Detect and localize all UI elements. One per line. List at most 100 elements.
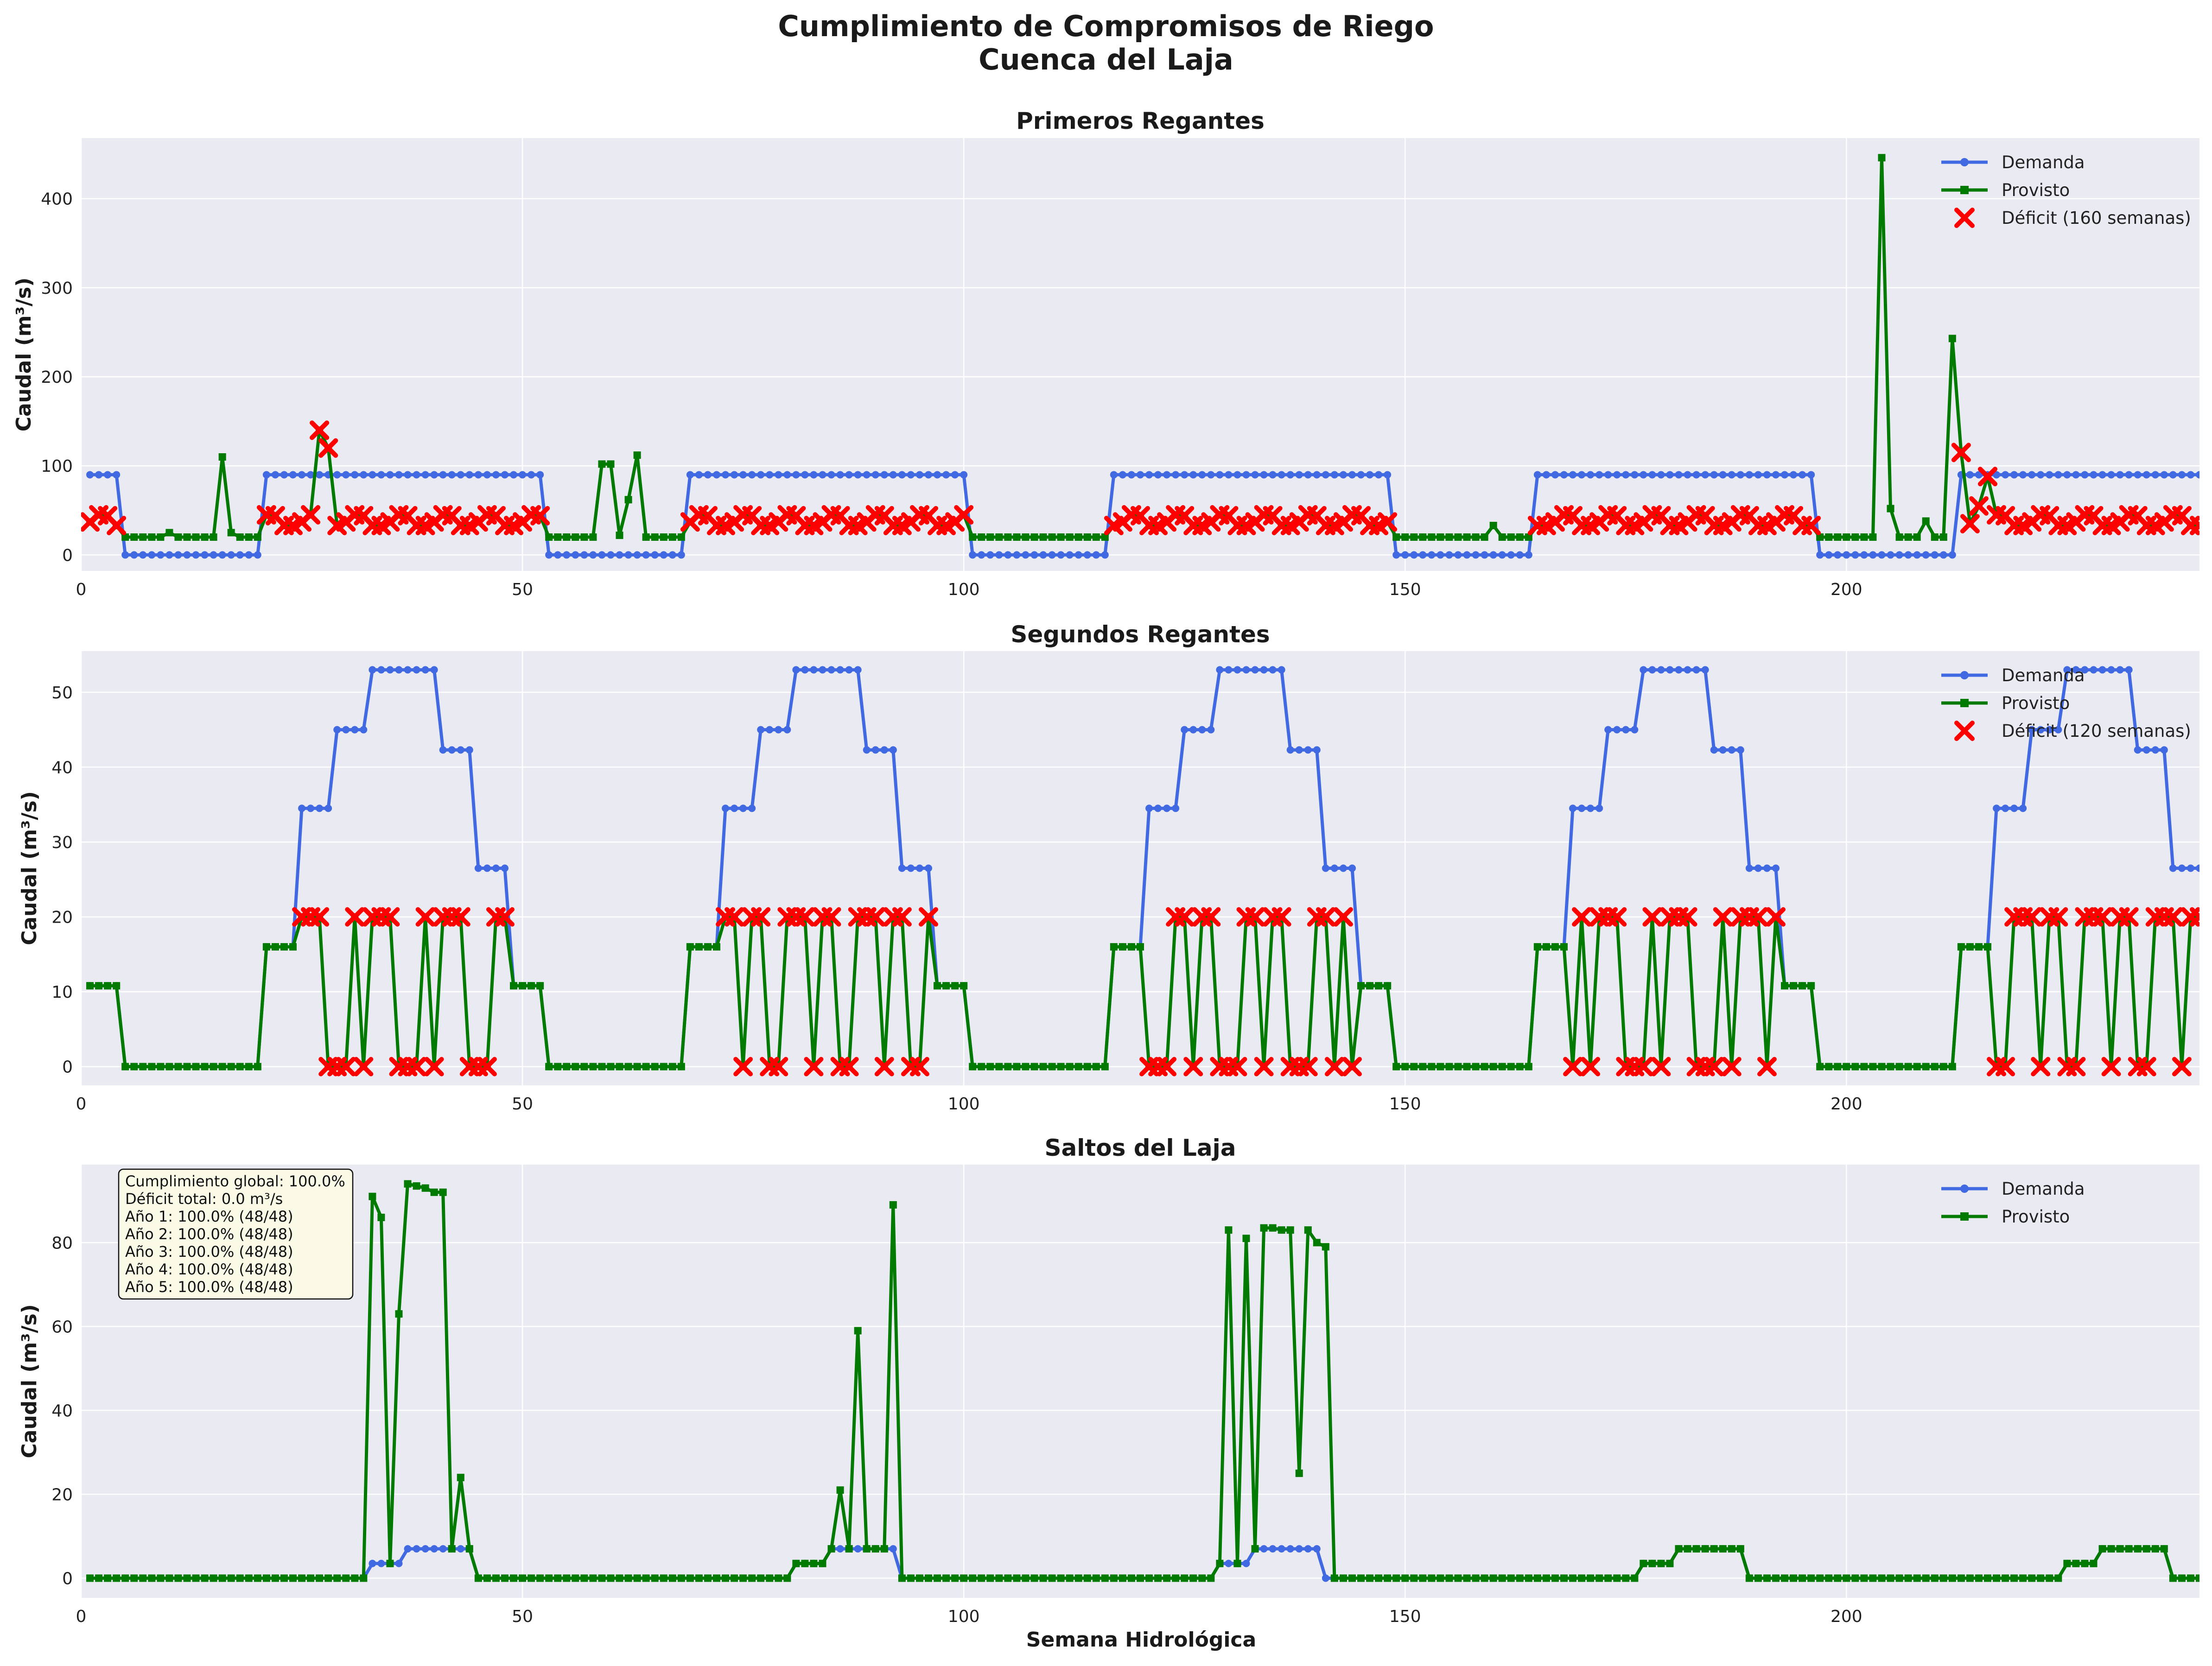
demanda-point bbox=[854, 471, 862, 479]
demanda-point bbox=[1295, 471, 1303, 479]
demanda-point bbox=[369, 1559, 376, 1567]
deficit-marker bbox=[839, 1057, 859, 1077]
provisto-point bbox=[563, 533, 571, 541]
demanda-point bbox=[731, 471, 738, 479]
provisto-point bbox=[695, 1574, 703, 1582]
provisto-point bbox=[2169, 1574, 2177, 1582]
demanda-point bbox=[1392, 551, 1400, 559]
demanda-point bbox=[1022, 551, 1030, 559]
provisto-point bbox=[1922, 1574, 1930, 1582]
demanda-point bbox=[1419, 551, 1427, 559]
demanda-point bbox=[2151, 746, 2159, 754]
provisto-point bbox=[227, 1574, 235, 1582]
provisto-point bbox=[1966, 1574, 1974, 1582]
demanda-point bbox=[377, 1559, 385, 1567]
demanda-point bbox=[2134, 746, 2142, 754]
provisto-point bbox=[457, 1474, 464, 1482]
provisto-point bbox=[995, 1063, 1003, 1071]
provisto-point bbox=[236, 533, 244, 541]
demanda-point bbox=[1233, 666, 1241, 674]
provisto-point bbox=[1330, 1574, 1338, 1582]
demanda-point bbox=[1225, 666, 1233, 674]
demanda-point bbox=[395, 1559, 403, 1567]
provisto-point bbox=[1419, 1063, 1427, 1071]
provisto-point bbox=[871, 1545, 879, 1553]
demanda-point bbox=[2072, 666, 2080, 674]
deficit-marker bbox=[451, 907, 470, 927]
provisto-point bbox=[986, 1574, 994, 1582]
y-tick-label: 40 bbox=[51, 758, 73, 777]
demanda-point bbox=[95, 471, 103, 479]
provisto-point bbox=[1119, 943, 1126, 951]
demanda-point bbox=[1533, 471, 1541, 479]
demanda-point bbox=[880, 746, 888, 754]
provisto-point bbox=[1454, 533, 1462, 541]
demanda-point bbox=[2054, 471, 2062, 479]
provisto-point bbox=[607, 1574, 615, 1582]
demanda-point bbox=[1410, 551, 1418, 559]
demanda-point bbox=[1781, 471, 1789, 479]
provisto-point bbox=[2151, 1545, 2159, 1553]
provisto-point bbox=[1251, 1545, 1259, 1553]
provisto-point bbox=[775, 1574, 782, 1582]
legend-label: Provisto bbox=[2002, 180, 2070, 200]
demanda-point bbox=[2187, 471, 2194, 479]
provisto-point bbox=[254, 1063, 261, 1071]
provisto-point bbox=[324, 1574, 332, 1582]
provisto-point bbox=[245, 1063, 253, 1071]
provisto-point bbox=[668, 1063, 676, 1071]
provisto-point bbox=[1066, 533, 1074, 541]
demanda-point bbox=[1604, 471, 1612, 479]
provisto-point bbox=[607, 460, 615, 468]
provisto-point bbox=[1834, 1574, 1842, 1582]
demanda-point bbox=[1807, 471, 1815, 479]
provisto-point bbox=[1445, 1574, 1453, 1582]
legend-provisto-marker bbox=[1960, 699, 1969, 707]
demanda-point bbox=[1604, 726, 1612, 734]
provisto-point bbox=[218, 1063, 226, 1071]
provisto-point bbox=[1145, 1574, 1153, 1582]
demanda-point bbox=[686, 471, 694, 479]
demanda-point bbox=[1251, 666, 1259, 674]
demanda-point bbox=[483, 864, 491, 872]
demanda-point bbox=[1339, 864, 1347, 872]
deficit-marker bbox=[1951, 443, 1971, 462]
provisto-point bbox=[589, 1063, 597, 1071]
provisto-point bbox=[889, 1201, 897, 1209]
deficit-marker bbox=[318, 438, 338, 458]
provisto-point bbox=[1242, 1235, 1250, 1242]
provisto-point bbox=[686, 943, 694, 951]
demanda-point bbox=[104, 471, 112, 479]
demanda-point bbox=[2116, 666, 2124, 674]
provisto-point bbox=[624, 1574, 632, 1582]
legend-deficit-marker bbox=[1954, 721, 1975, 741]
deficit-marker bbox=[909, 1057, 929, 1077]
y-tick-label: 400 bbox=[41, 190, 73, 209]
annotation-line: Déficit total: 0.0 m³/s bbox=[125, 1190, 283, 1208]
demanda-point bbox=[245, 551, 253, 559]
provisto-point bbox=[1825, 1063, 1833, 1071]
demanda-point bbox=[1401, 551, 1409, 559]
provisto-point bbox=[157, 1574, 165, 1582]
demanda-point bbox=[651, 551, 659, 559]
deficit-marker bbox=[2172, 1057, 2192, 1077]
provisto-point bbox=[360, 1574, 368, 1582]
demanda-point bbox=[1631, 726, 1639, 734]
provisto-point bbox=[2072, 1559, 2080, 1567]
demanda-point bbox=[307, 804, 315, 812]
provisto-point bbox=[104, 1574, 112, 1582]
x-tick-label: 200 bbox=[1831, 580, 1862, 599]
demanda-point bbox=[2160, 746, 2168, 754]
provisto-point bbox=[280, 1574, 288, 1582]
demanda-point bbox=[934, 471, 941, 479]
demanda-point bbox=[492, 471, 500, 479]
provisto-point bbox=[1074, 533, 1082, 541]
provisto-point bbox=[907, 1574, 915, 1582]
provisto-point bbox=[915, 1574, 923, 1582]
deficit-marker bbox=[1227, 1057, 1247, 1077]
x-tick-label: 0 bbox=[76, 1607, 87, 1626]
demanda-point bbox=[1330, 471, 1338, 479]
provisto-point bbox=[1922, 1063, 1930, 1071]
provisto-point bbox=[1754, 1574, 1762, 1582]
demanda-point bbox=[1710, 746, 1718, 754]
